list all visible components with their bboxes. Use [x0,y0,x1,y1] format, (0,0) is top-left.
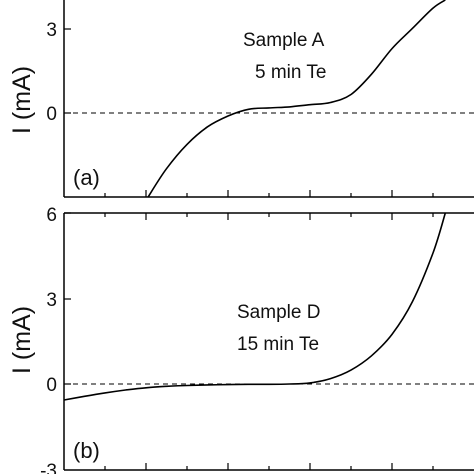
panel-a-y-axis-title: I (mA) [8,66,36,134]
panel-a-label: (a) [73,165,100,190]
panel-b-annotation-sample: Sample D [237,302,320,323]
panel-a-ytick-label-0: 0 [46,104,57,125]
panel-a: 3 0 I (mA) Sample A 5 min Te (a) [8,0,474,198]
panel-a-series-line [147,0,446,198]
panel-b: 6 3 0 -3 I (mA) Sample D 15 min Te (b) [8,205,474,474]
panel-a-annotation-sample: Sample A [243,30,325,51]
panel-b-y-axis-title: I (mA) [8,306,36,374]
panel-b-ytick-label-neg3: -3 [40,461,57,474]
panel-b-ytick-label-6: 6 [46,205,57,226]
panel-b-ytick-label-3: 3 [46,290,57,311]
panel-a-ytick-label-3: 3 [46,20,57,41]
panel-b-annotation-time: 15 min Te [237,334,319,355]
panel-b-series-line [63,212,447,401]
panel-b-label: (b) [73,438,100,463]
panel-a-annotation-time: 5 min Te [255,62,326,83]
panel-b-ytick-label-0: 0 [46,375,57,396]
